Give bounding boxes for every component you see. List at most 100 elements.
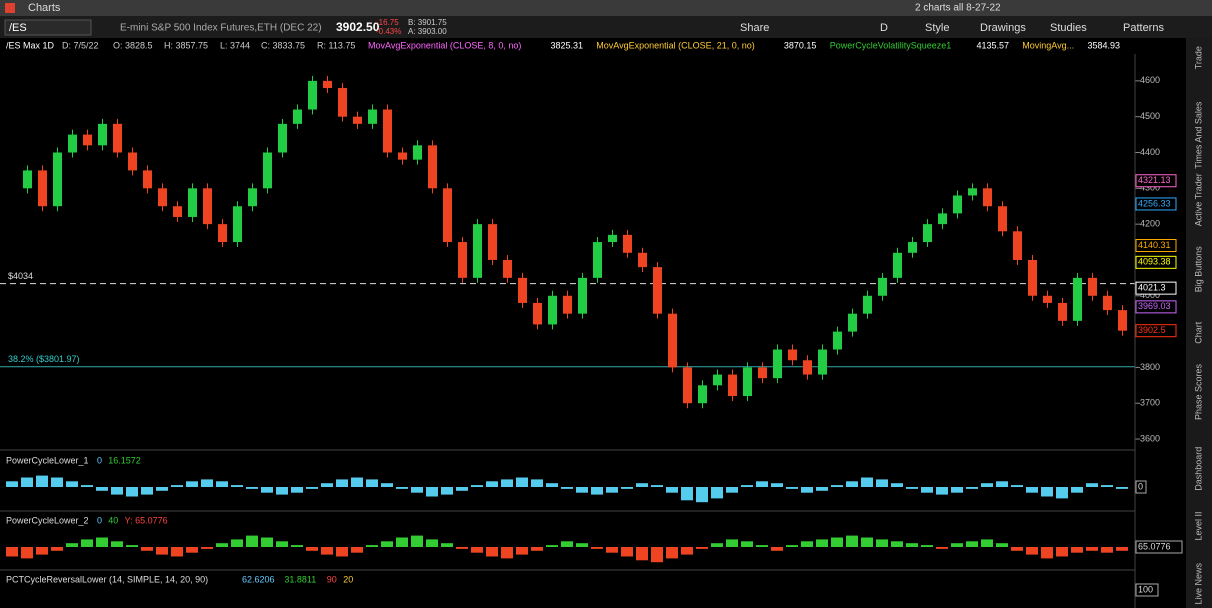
histogram-bar: [366, 479, 378, 487]
axis-tag: [1135, 480, 1147, 494]
histogram-bar: [936, 487, 948, 495]
symbol-box[interactable]: [4, 19, 92, 36]
layout-name[interactable]: 2 charts all 8-27-22: [915, 3, 1001, 14]
histogram-bar: [306, 547, 318, 551]
candle-body: [1043, 295, 1052, 303]
sidebar-tab[interactable]: Phase Scores: [1193, 363, 1203, 420]
histogram-bar: [531, 479, 543, 487]
histogram-bar: [771, 483, 783, 487]
candle-body: [788, 349, 797, 361]
histogram-bar: [1101, 485, 1113, 487]
candle-body: [608, 234, 617, 243]
candle-body: [1073, 277, 1082, 321]
candle-body: [593, 242, 602, 278]
candle-body: [668, 313, 677, 368]
histogram-bar: [711, 543, 723, 547]
histogram-bar: [486, 547, 498, 557]
histogram-bar: [876, 539, 888, 547]
sidebar-tab[interactable]: Big Buttons: [1193, 246, 1203, 293]
toolbar-button[interactable]: Studies: [1050, 22, 1087, 34]
histogram-bar: [1026, 487, 1038, 493]
histogram-bar: [906, 487, 918, 489]
histogram-bar: [321, 547, 333, 555]
candle-body: [1118, 310, 1127, 331]
histogram-bar: [426, 487, 438, 497]
histogram-bar: [501, 479, 513, 487]
histogram-bar: [486, 481, 498, 487]
candle-body: [923, 224, 932, 243]
histogram-bar: [1056, 547, 1068, 557]
toolbar-button[interactable]: Share: [740, 22, 769, 34]
histogram-bar: [546, 483, 558, 487]
price-chart: 3600370038003900400041004200430044004500…: [0, 75, 1177, 443]
histogram-bar: [96, 487, 108, 491]
toolbar-button[interactable]: D: [880, 22, 888, 34]
histogram-bar: [216, 481, 228, 487]
histogram-bar: [621, 487, 633, 489]
toolbar-button[interactable]: Drawings: [980, 22, 1026, 34]
histogram-bar: [891, 483, 903, 487]
histogram-bar: [1026, 547, 1038, 555]
bid: B: 3901.75: [408, 18, 447, 27]
candle-body: [218, 224, 227, 243]
histogram-bar: [441, 487, 453, 495]
sidebar-tab[interactable]: Live News: [1193, 562, 1203, 604]
top-bar: [0, 0, 1212, 16]
histogram-bar: [1071, 547, 1083, 553]
toolbar-button[interactable]: Patterns: [1123, 22, 1164, 34]
histogram-bar: [696, 547, 708, 549]
study-value: 3870.15: [784, 40, 817, 50]
y-tick-label: 4300: [1140, 183, 1160, 193]
y-tick-label: 3700: [1140, 398, 1160, 408]
sidebar-tab[interactable]: Chart: [1193, 321, 1203, 344]
candle-body: [353, 116, 362, 124]
axis-label: 65.0776: [1138, 541, 1171, 551]
candle-body: [128, 152, 137, 171]
panel-title: PowerCycleLower_2: [6, 515, 89, 525]
axis-tag: [1135, 540, 1183, 554]
histogram-bar: [96, 537, 108, 547]
candle-body: [803, 360, 812, 375]
sidebar-tab[interactable]: Times And Sales: [1193, 101, 1203, 169]
candle-body: [188, 188, 197, 217]
histogram-bar: [996, 543, 1008, 547]
histogram-bar: [1086, 483, 1098, 487]
candle-body: [728, 374, 737, 397]
toolbar-button[interactable]: Style: [925, 22, 949, 34]
histogram-bar: [846, 535, 858, 547]
histogram-bar: [591, 487, 603, 495]
histogram-bar: [756, 481, 768, 487]
histogram-bar: [246, 535, 258, 547]
sidebar-tab[interactable]: Level II: [1193, 511, 1203, 540]
app-icon: [5, 3, 15, 13]
histogram-bar: [651, 547, 663, 563]
histogram-bar: [681, 487, 693, 501]
histogram-bar: [201, 547, 213, 549]
price-tag: [1135, 324, 1177, 338]
histogram-bar: [651, 485, 663, 487]
candle-body: [833, 331, 842, 350]
y-tick-label: 4000: [1140, 290, 1160, 300]
panel-param: 40: [108, 515, 118, 525]
header-item: /ES Max 1D: [6, 40, 55, 50]
sidebar-tab[interactable]: Dashboard: [1193, 447, 1203, 491]
histogram-bar: [336, 479, 348, 487]
candle-body: [773, 349, 782, 379]
histogram-bar: [81, 485, 93, 487]
histogram-bar: [501, 547, 513, 559]
candle-body: [1028, 259, 1037, 296]
window-title: Charts: [28, 2, 61, 14]
header-item: R: 113.75: [317, 40, 355, 50]
header: /ES Max 1D D: 7/5/22 O: 3828.5 H: 3857.75 L:…: [6, 40, 1120, 50]
sidebar-tab[interactable]: Active Trader: [1193, 173, 1203, 226]
sidebar-tab[interactable]: Trade: [1193, 46, 1203, 69]
histogram-bar: [741, 541, 753, 547]
price-tag-label: 4140.31: [1138, 240, 1171, 250]
histogram-bar: [171, 547, 183, 557]
histogram-bar: [51, 547, 63, 551]
change-pct: -0.43%: [376, 27, 401, 36]
histogram-bar: [831, 485, 843, 487]
candle-body: [413, 145, 422, 160]
